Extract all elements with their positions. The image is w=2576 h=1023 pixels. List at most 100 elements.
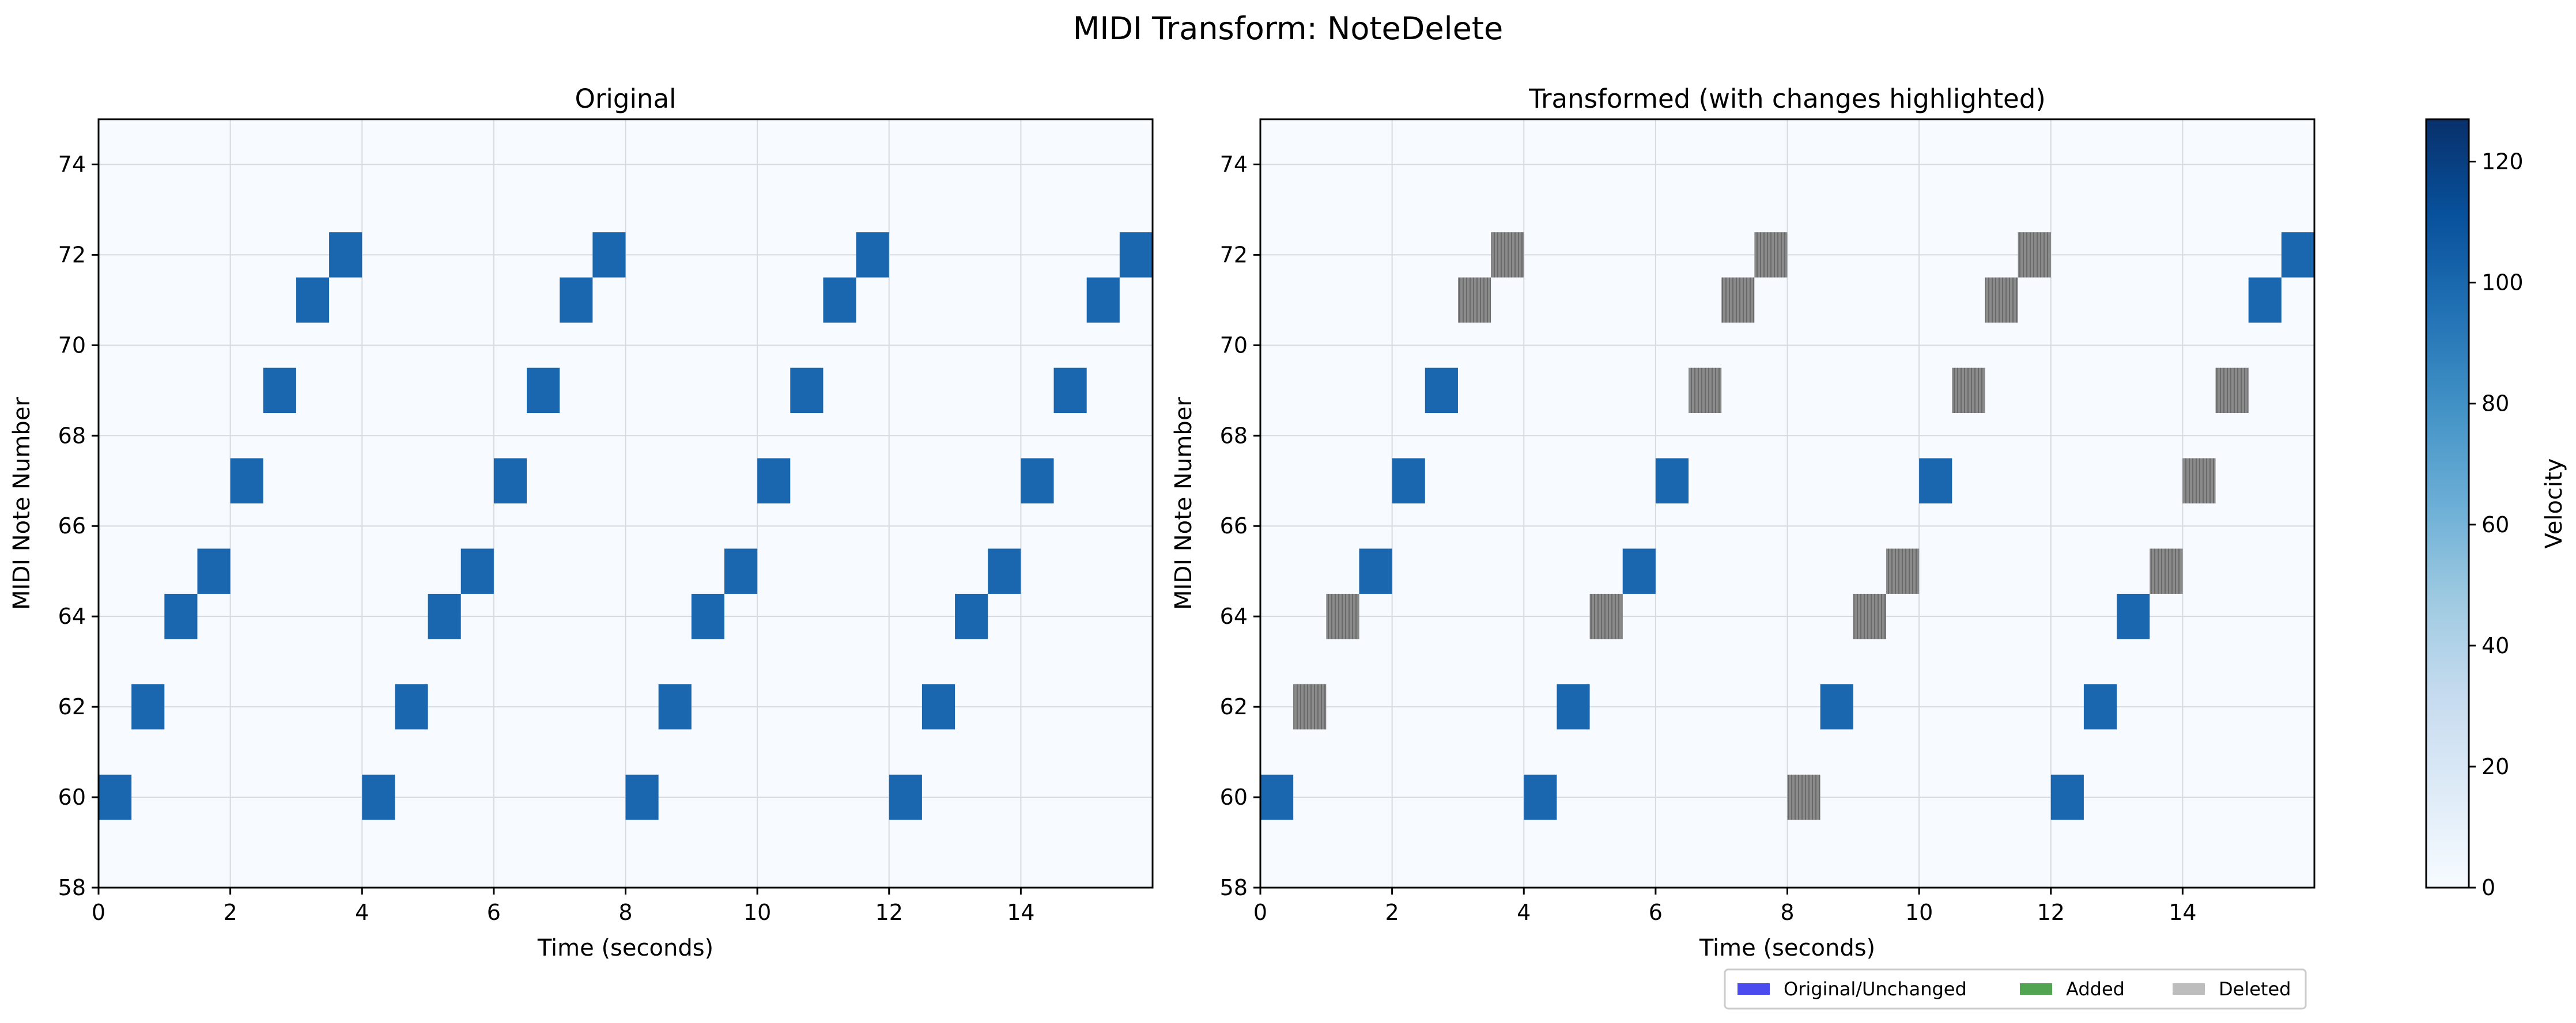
x-tick-label: 2 [1385,900,1399,925]
note [658,684,692,730]
legend-swatch [2173,983,2205,995]
note [1655,458,1689,503]
colorbar-tick-label: 20 [2481,754,2509,779]
x-tick-label: 4 [355,900,369,925]
velocity-colorbar: 0 20 40 60 80 100 120 Velocity [2425,118,2567,900]
transformed-panel: 0 2 4 6 8 10 12 14586062646668707274Transformed… [1170,84,2316,961]
deleted-note [1985,277,2018,323]
x-tick-label: 14 [2169,900,2196,925]
deleted-note [2018,232,2051,278]
y-tick-label: 62 [1220,694,1248,719]
y-axis-label: MIDI Note Number [9,397,35,610]
deleted-note [1457,277,1491,323]
y-tick-label: 64 [1220,604,1248,629]
x-tick-label: 8 [618,900,632,925]
x-tick-label: 10 [743,900,771,925]
note [428,593,461,639]
deleted-note [2215,367,2249,414]
deleted-note [1787,774,1820,820]
note [493,458,527,503]
y-axis-label: MIDI Note Number [1170,397,1197,610]
y-tick-label: 68 [58,423,86,448]
x-tick-label: 6 [487,900,501,925]
note [1524,774,1557,820]
note [1622,548,1656,594]
note [1260,774,1294,820]
colorbar-tick-label: 80 [2481,391,2509,416]
note [1021,458,1054,503]
note [164,593,198,639]
legend-frame [1724,968,2307,1010]
legend[interactable]: Original/Unchanged Added Deleted [1724,968,2307,1010]
y-tick-label: 66 [58,513,86,539]
x-tick-label: 0 [92,900,105,925]
note [2050,774,2084,820]
note [2117,593,2150,639]
x-tick-label: 10 [1905,900,1933,925]
note [889,774,922,820]
deleted-note [1952,367,1985,414]
note [560,277,593,323]
y-tick-label: 60 [1220,785,1248,810]
note [691,593,724,639]
deleted-note [1853,593,1886,639]
note [592,232,626,278]
note [724,548,758,594]
y-tick-label: 68 [1220,423,1248,448]
note [1053,367,1087,414]
note [329,232,362,278]
y-tick-label: 72 [58,242,86,267]
deleted-note [1491,232,1524,278]
y-tick-label: 72 [1220,242,1248,267]
note [1919,458,1952,503]
colorbar-gradient [2425,118,2470,889]
deleted-note [1886,548,1920,594]
x-tick-label: 2 [224,900,237,925]
y-tick-label: 70 [1220,332,1248,358]
note [823,277,856,323]
legend-label: Deleted [2219,978,2291,1000]
note [757,458,791,503]
colorbar-tick-label: 60 [2481,512,2509,537]
note [460,548,494,594]
note [230,458,263,503]
x-tick-label: 14 [1007,900,1034,925]
figure-title: MIDI Transform: NoteDelete [1073,10,1503,47]
deleted-note [2150,548,2183,594]
deleted-note [1589,593,1623,639]
note [2083,684,2117,730]
colorbar-tick-label: 0 [2481,875,2495,900]
note [2248,277,2282,323]
note [1820,684,1853,730]
note [296,277,330,323]
deleted-note [2182,458,2216,503]
note [1086,277,1120,323]
legend-swatch [2020,983,2052,995]
x-tick-label: 12 [2037,900,2065,925]
x-tick-label: 4 [1517,900,1531,925]
x-axis-label: Time (seconds) [537,935,713,961]
note [131,684,165,730]
panel-title: Transformed (with changes highlighted) [1528,84,2046,114]
y-tick-label: 58 [1220,875,1248,900]
x-tick-label: 12 [875,900,903,925]
colorbar-tick-label: 120 [2481,149,2524,175]
note [1119,232,1153,278]
legend-label: Original/Unchanged [1784,978,1967,1000]
y-tick-label: 58 [58,875,86,900]
note [395,684,428,730]
panel-title: Original [575,84,676,114]
deleted-note [1293,684,1327,730]
note [1425,367,1458,414]
x-axis-label: Time (seconds) [1699,935,1875,961]
colorbar-tick-label: 100 [2481,270,2524,295]
y-tick-label: 64 [58,604,86,629]
deleted-note [1721,277,1755,323]
note [1359,548,1392,594]
original-panel: 0 2 4 6 8 10 12 14586062646668707274OriginalTim… [9,84,1154,961]
legend-swatch [1738,983,1770,995]
note [2281,232,2314,278]
note [790,367,824,414]
note [1557,684,1590,730]
